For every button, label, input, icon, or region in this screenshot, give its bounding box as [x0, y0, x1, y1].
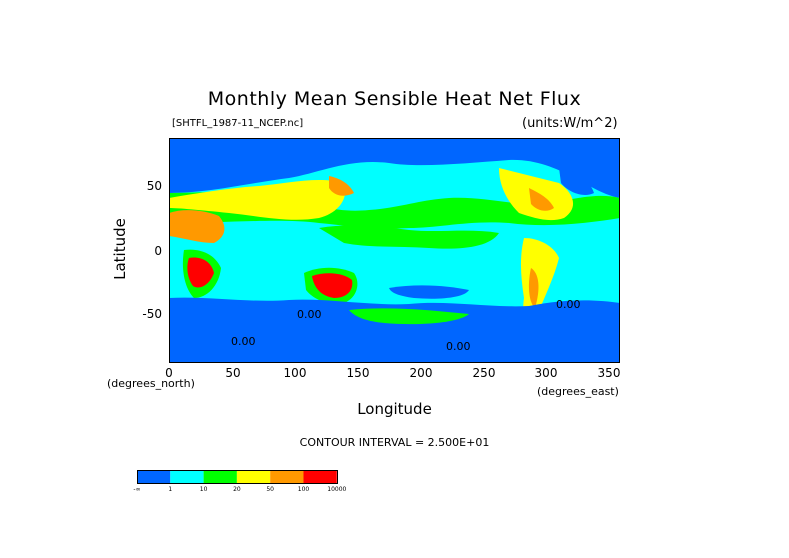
region-s-africa-hot: [187, 257, 214, 288]
region-s-america: [520, 238, 559, 325]
x-tick-label: 200: [409, 366, 433, 380]
legend-label: 10000: [327, 486, 347, 493]
x-tick-label: 250: [472, 366, 496, 380]
source-label: [SHTFL_1987-11_NCEP.nc]: [172, 118, 304, 129]
region-southern-ocean: [169, 297, 620, 363]
x-axis-label: Longitude: [357, 400, 432, 418]
legend-swatch: [270, 470, 304, 483]
legend-label: -∞: [133, 486, 141, 493]
y-tick-label: -50: [142, 307, 162, 321]
x-tick-label: 0: [165, 366, 173, 380]
region-s-green: [349, 308, 469, 325]
region-greenland: [559, 168, 594, 195]
x-tick-label: 150: [346, 366, 370, 380]
y-tick-label: 0: [154, 244, 162, 258]
legend-swatch: [236, 470, 271, 483]
contour-label: 0.00: [446, 340, 471, 353]
contour-interval: CONTOUR INTERVAL = 2.500E+01: [299, 436, 490, 449]
heatmap-plot: 0.00 0.00 0.00 0.00: [169, 138, 620, 363]
legend-label: 10: [199, 486, 208, 493]
legend-swatch: [137, 470, 171, 483]
legend-label: 20: [233, 486, 241, 493]
contour-label: 0.00: [556, 298, 581, 311]
region-s-pacific-blue: [389, 285, 469, 299]
plot-frame: [169, 138, 620, 363]
region-australia-hot: [312, 273, 353, 298]
x-tick-label: 50: [225, 366, 241, 380]
legend-swatch: [170, 470, 204, 483]
x-tick-label: 300: [534, 366, 558, 380]
region-sahara: [169, 210, 225, 243]
x-unit-label: (degrees_east): [537, 385, 619, 398]
legend-swatch: [203, 470, 237, 483]
contour-label: 0.00: [231, 335, 256, 348]
units-label: (units:W/m^2): [522, 116, 618, 131]
y-tick-label: 50: [146, 179, 162, 193]
y-unit-label: (degrees_north): [107, 377, 195, 390]
region-asia: [169, 179, 346, 220]
contour-label: 0.00: [297, 308, 322, 321]
legend-label: 50: [266, 486, 274, 493]
legend-label: 1: [168, 486, 173, 493]
legend-swatch: [303, 470, 337, 483]
region-arctic: [169, 138, 620, 198]
x-tick-label: 350: [597, 366, 621, 380]
region-s-america-hot: [528, 268, 539, 308]
x-tick-label: 100: [283, 366, 307, 380]
color-legend: [137, 470, 338, 484]
region-tropical-green: [319, 225, 499, 249]
legend-label: 100: [297, 486, 310, 493]
chart-title: Monthly Mean Sensible Heat Net Flux: [207, 88, 582, 110]
region-n-america-hot: [529, 188, 554, 211]
region-asia-orange: [329, 176, 354, 196]
